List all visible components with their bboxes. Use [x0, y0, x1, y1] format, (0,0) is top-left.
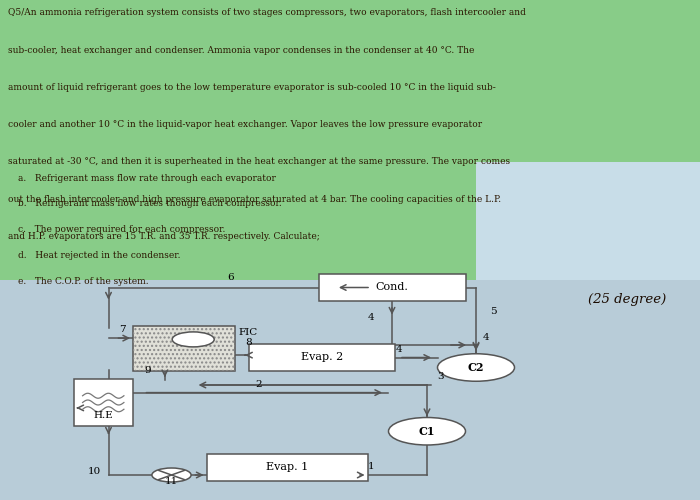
FancyBboxPatch shape	[318, 274, 466, 301]
Text: 4: 4	[483, 334, 489, 342]
Bar	[476, 162, 700, 280]
Text: 2: 2	[256, 380, 262, 389]
Text: 4: 4	[395, 345, 402, 354]
Text: 3: 3	[438, 372, 444, 381]
FancyBboxPatch shape	[133, 326, 234, 371]
Text: amount of liquid refrigerant goes to the low temperature evaporator is sub-coole: amount of liquid refrigerant goes to the…	[8, 83, 496, 92]
Text: c.   The power required for each compressor.: c. The power required for each compresso…	[18, 225, 225, 234]
Text: 4: 4	[368, 314, 374, 322]
Text: 7: 7	[119, 326, 126, 334]
FancyBboxPatch shape	[74, 379, 133, 426]
Text: C2: C2	[468, 362, 484, 373]
Text: sub-cooler, heat exchanger and condenser. Ammonia vapor condenses in the condens: sub-cooler, heat exchanger and condenser…	[8, 46, 475, 54]
Text: 10: 10	[88, 467, 102, 476]
Text: b.   Refrigerant mass flow rates though each compressor.: b. Refrigerant mass flow rates though ea…	[18, 200, 281, 208]
Circle shape	[152, 468, 191, 482]
Circle shape	[438, 354, 514, 381]
Text: d.   Heat rejected in the condenser.: d. Heat rejected in the condenser.	[18, 251, 180, 260]
Text: Q5/An ammonia refrigeration system consists of two stages compressors, two evapo: Q5/An ammonia refrigeration system consi…	[8, 8, 526, 18]
Text: C1: C1	[419, 426, 435, 437]
Text: Evap. 1: Evap. 1	[266, 462, 308, 472]
FancyBboxPatch shape	[206, 454, 368, 481]
Bar	[0, 162, 476, 280]
Text: H.E: H.E	[93, 410, 113, 420]
Circle shape	[172, 332, 214, 347]
Bar	[0, 0, 700, 162]
Text: saturated at -30 °C, and then it is superheated in the heat exchanger at the sam: saturated at -30 °C, and then it is supe…	[8, 158, 510, 166]
FancyBboxPatch shape	[248, 344, 396, 371]
Text: 6: 6	[228, 274, 234, 282]
Text: a.   Refrigerant mass flow rate through each evaporator: a. Refrigerant mass flow rate through ea…	[18, 174, 275, 182]
Text: and H.P. evaporators are 15 T.R. and 35 T.R. respectively. Calculate;: and H.P. evaporators are 15 T.R. and 35 …	[8, 232, 320, 241]
Text: 8: 8	[245, 338, 251, 346]
Text: 9: 9	[144, 366, 151, 375]
Text: cooler and another 10 °C in the liquid-vapor heat exchanger. Vapor leaves the lo: cooler and another 10 °C in the liquid-v…	[8, 120, 482, 129]
Text: Evap. 2: Evap. 2	[301, 352, 343, 362]
Text: out the flash intercooler and high pressure evaporator saturated at 4 bar. The c: out the flash intercooler and high press…	[8, 194, 501, 203]
Text: 11: 11	[165, 477, 178, 486]
Text: FIC: FIC	[238, 328, 258, 337]
Text: (25 degree): (25 degree)	[588, 294, 666, 306]
Circle shape	[389, 418, 466, 445]
Text: 1: 1	[368, 462, 374, 471]
Text: e.   The C.O.P. of the system.: e. The C.O.P. of the system.	[18, 276, 148, 285]
Text: Cond.: Cond.	[376, 282, 408, 292]
Text: 5: 5	[490, 306, 496, 316]
